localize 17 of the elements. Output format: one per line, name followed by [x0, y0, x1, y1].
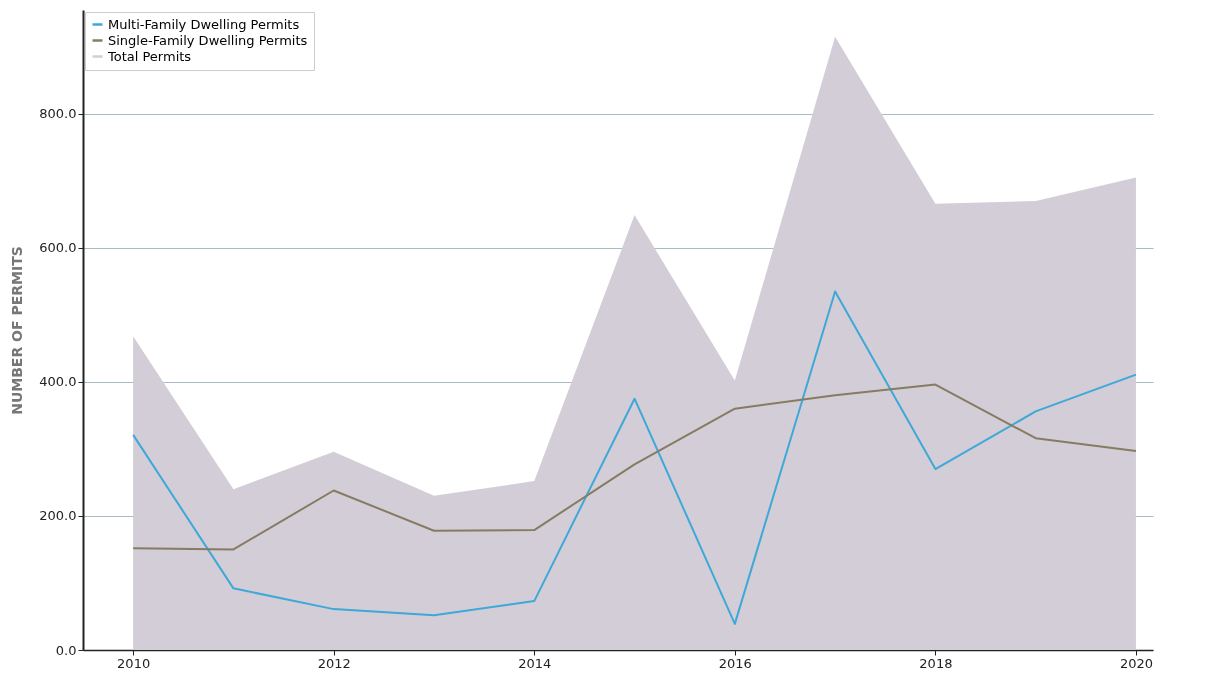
- x-tick-label: 2016: [718, 655, 752, 671]
- line-series: [132, 290, 1137, 625]
- y-tick-label: 200.0: [39, 508, 77, 524]
- x-tick-label: 2020: [1119, 655, 1153, 671]
- y-tick-label: 800.0: [39, 106, 77, 122]
- y-axis-title: NUMBER OF PERMITS: [9, 246, 26, 415]
- x-tick-label: 2012: [317, 655, 351, 671]
- legend-label: Total Permits: [107, 48, 192, 64]
- x-tick-label: 2010: [117, 655, 151, 671]
- legend-label: Multi-Family Dwelling Permits: [108, 16, 300, 32]
- x-tick-label: 2018: [919, 655, 953, 671]
- line-series: [132, 383, 1137, 551]
- x-tick-label: 2014: [518, 655, 552, 671]
- y-tick-label: 400.0: [39, 374, 77, 390]
- legend-label: Single-Family Dwelling Permits: [108, 32, 308, 48]
- y-tick-label: 600.0: [39, 240, 77, 256]
- y-tick-label: 0.0: [55, 642, 77, 658]
